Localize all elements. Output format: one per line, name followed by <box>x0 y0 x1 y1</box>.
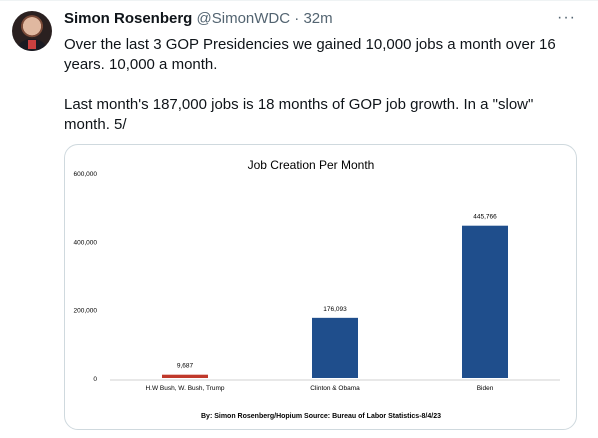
avatar-tie <box>28 40 36 49</box>
author-handle[interactable]: @SimonWDC <box>196 10 291 27</box>
bar-value-label: 445,766 <box>473 214 497 221</box>
y-tick-label: 600,000 <box>74 171 98 178</box>
bar-value-label: 9,687 <box>177 363 194 370</box>
chart-bar <box>162 374 208 378</box>
chart-bar <box>462 225 508 378</box>
timestamp[interactable]: 32m <box>303 10 333 27</box>
y-tick-label: 400,000 <box>74 239 98 246</box>
tweet-text-line: Over the last 3 GOP Presidencies we gain… <box>64 36 556 73</box>
x-category-label: H.W Bush, W. Bush, Trump <box>145 385 224 392</box>
tweet-header: Simon Rosenberg @SimonWDC · 32m <box>64 9 578 29</box>
chart-bar <box>312 317 358 378</box>
author-name[interactable]: Simon Rosenberg <box>64 10 193 27</box>
y-tick-label: 0 <box>93 376 97 383</box>
chart-title: Job Creation Per Month <box>248 158 375 172</box>
separator-dot: · <box>294 10 300 27</box>
tweet-media-chart[interactable]: Job Creation Per Month 0 200,000 400,000 600… <box>64 144 577 430</box>
avatar[interactable] <box>12 11 52 51</box>
x-category-label: Biden <box>477 385 494 392</box>
tweet-text: Over the last 3 GOP Presidencies we gain… <box>64 35 574 135</box>
x-category-label: Clinton & Obama <box>310 385 360 392</box>
more-options-icon[interactable]: ··· <box>557 9 576 26</box>
bar-chart: Job Creation Per Month 0 200,000 400,000 600… <box>74 158 560 420</box>
tweet-text-line: Last month's 187,000 jobs is 18 months o… <box>64 96 534 133</box>
y-tick-label: 200,000 <box>74 308 98 315</box>
bar-value-label: 176,093 <box>323 306 347 313</box>
chart-source: By: Simon Rosenberg/Hopium Source: Burea… <box>201 413 441 420</box>
